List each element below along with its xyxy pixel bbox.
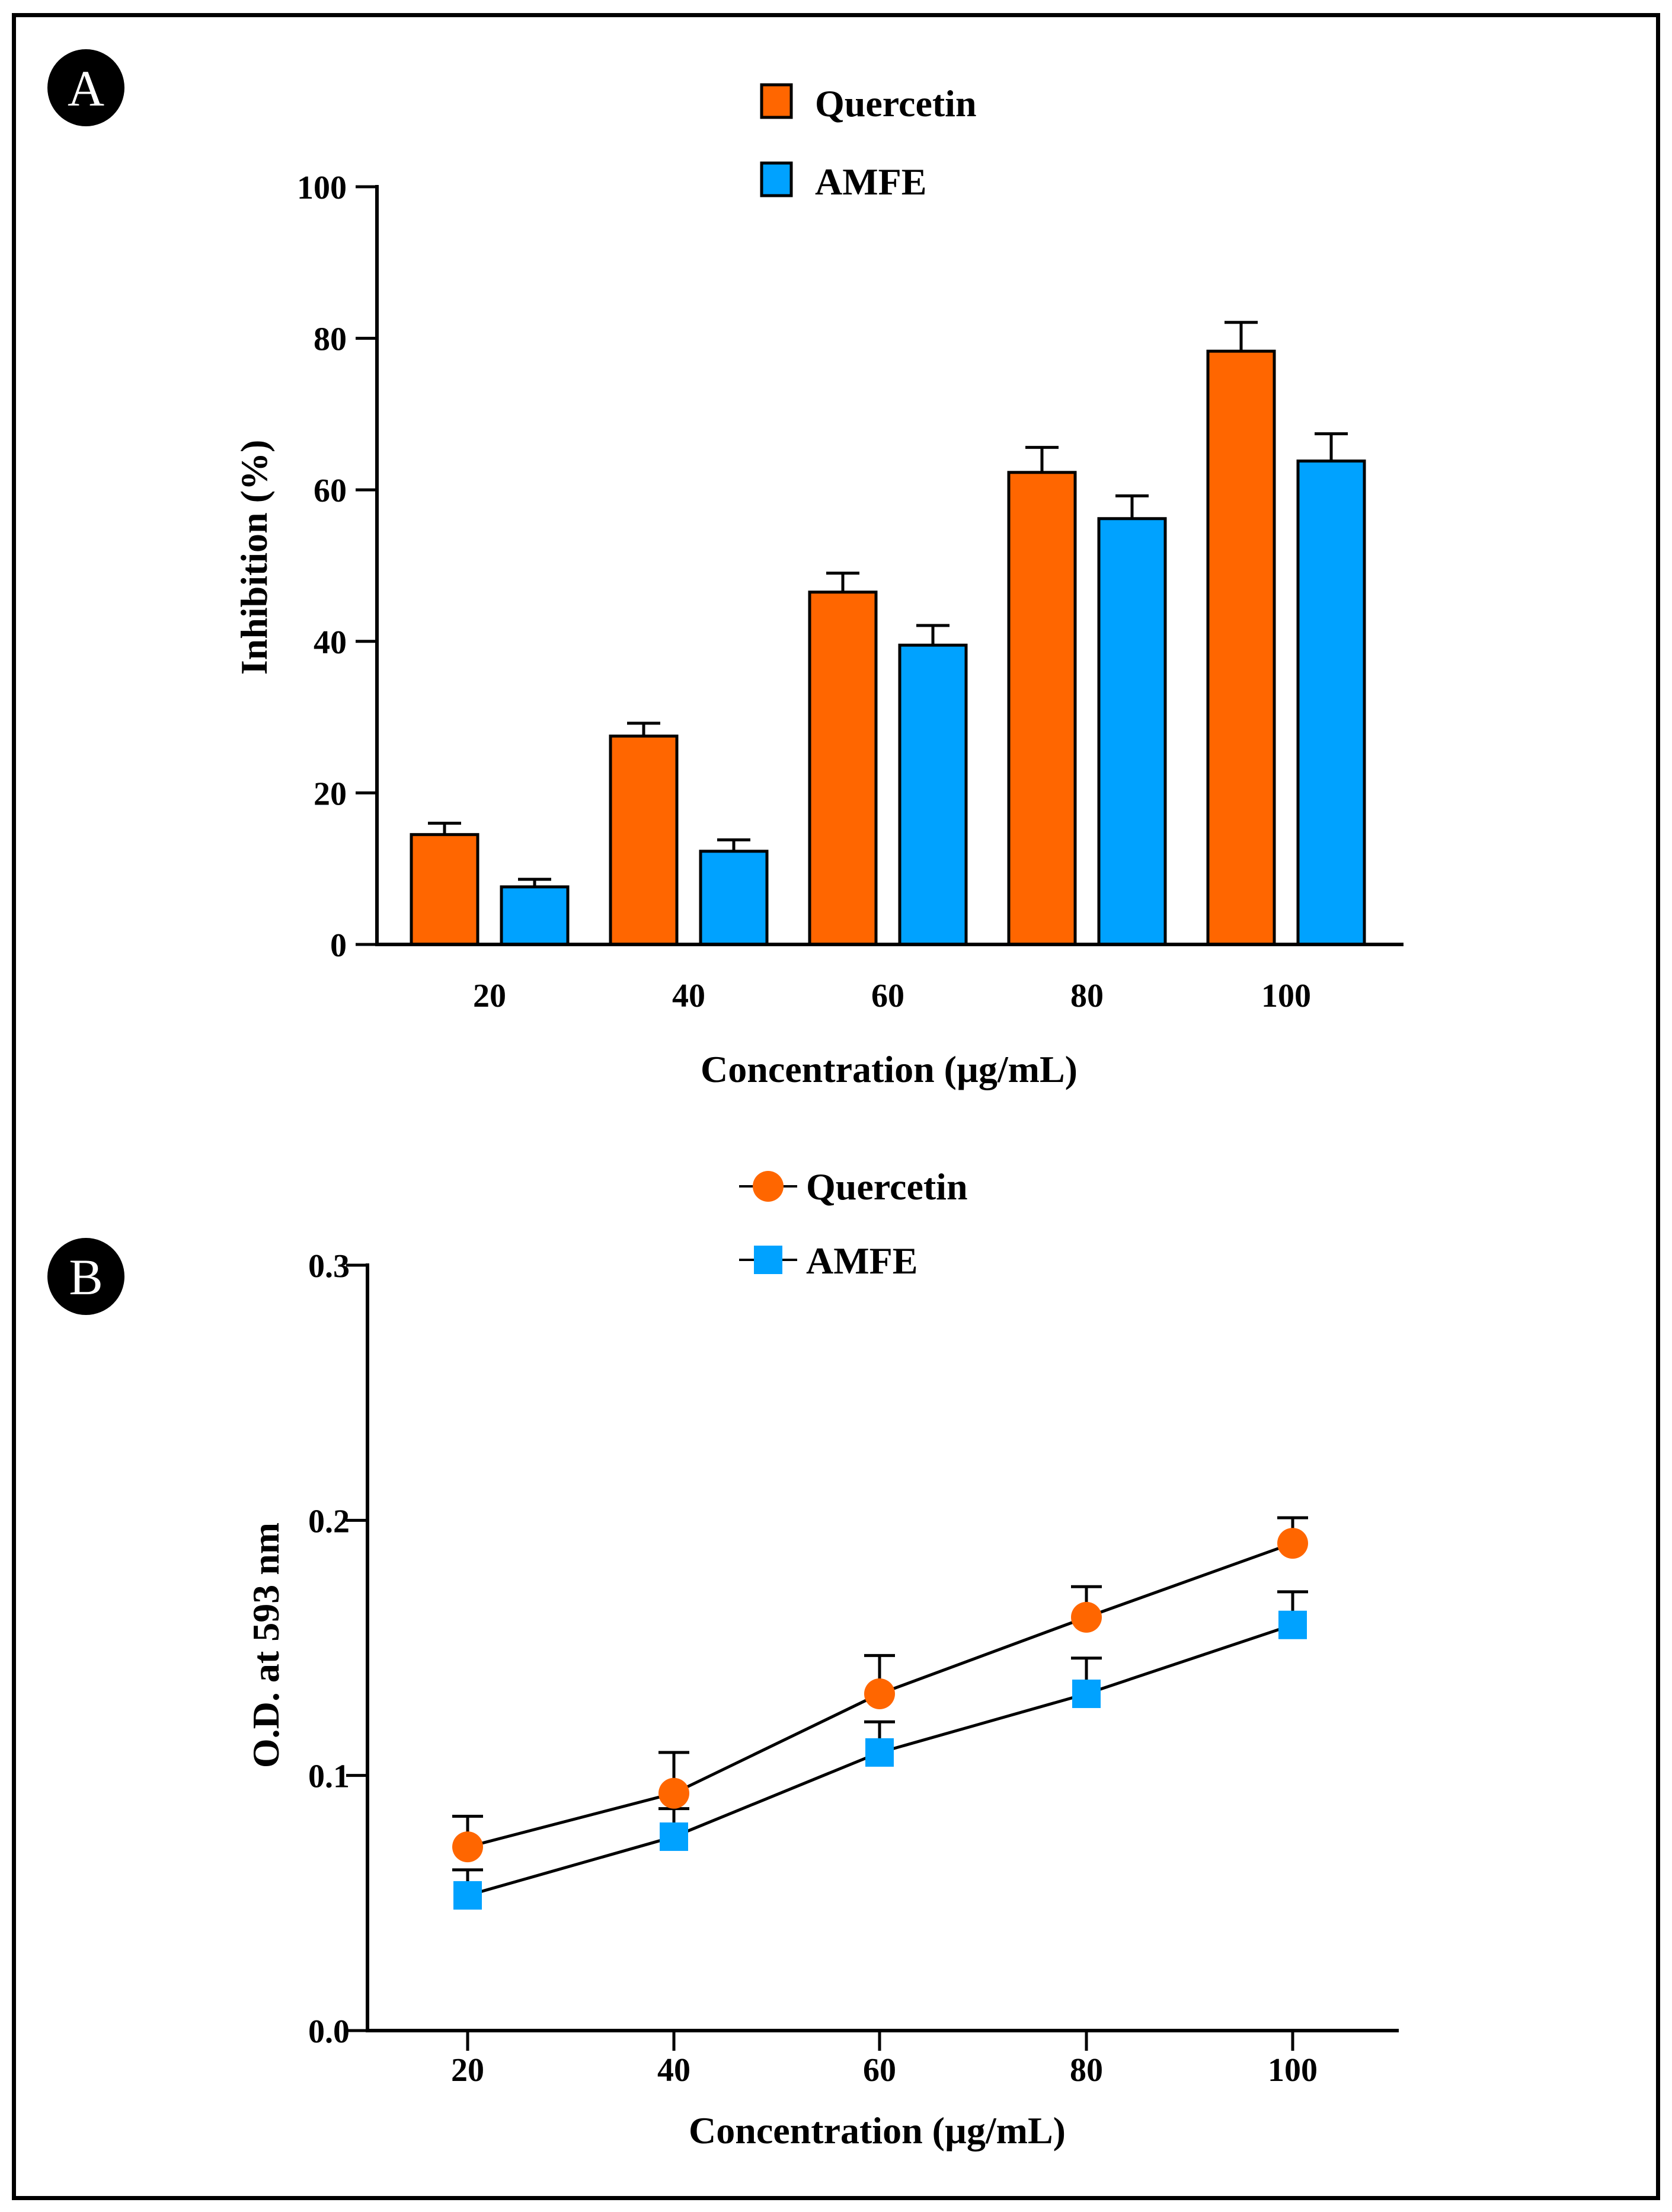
- y-tick-label-a: 40: [314, 624, 347, 661]
- x-axis-b-title: Concentration (µg/mL): [689, 2109, 1066, 2152]
- bar-amfe-100: [1296, 459, 1366, 946]
- x-axis-a-title: Concentration (µg/mL): [701, 1048, 1078, 1090]
- legend-b-amfe-label: AMFE: [806, 1240, 917, 1282]
- panel-b-label: B: [69, 1249, 103, 1306]
- x-ticks-a: 20 40 60 80 100: [473, 978, 1311, 1014]
- point-quercetin-40: [658, 1777, 689, 1809]
- point-quercetin-100: [1277, 1528, 1308, 1559]
- panel-b: B Quercetin AMFE 0.0 0.1 0.2 0.3 20 40 60 80 10…: [47, 1166, 1399, 2152]
- legend-a-quercetin-label: Quercetin: [815, 82, 977, 125]
- x-ticks-b: 20 40 60 80 100: [451, 2031, 1318, 2089]
- point-amfe-100: [1278, 1610, 1307, 1639]
- bar-amfe-40: [699, 850, 769, 946]
- point-amfe-40: [660, 1822, 688, 1851]
- y-tick-label-a: 0: [330, 927, 347, 964]
- legend-b-quercetin-label: Quercetin: [806, 1166, 968, 1208]
- bars-a: [410, 321, 1366, 946]
- legend-b-amfe-marker: [754, 1246, 782, 1274]
- legend-a-quercetin-swatch: [760, 83, 793, 119]
- panel-b-badge: [47, 1238, 124, 1315]
- y-tick-label-b: 0.1: [308, 1758, 350, 1795]
- y-tick-label-a: 80: [314, 321, 347, 358]
- legend-b-quercetin-marker: [753, 1171, 784, 1202]
- x-tick-label-a: 80: [1070, 978, 1104, 1014]
- bar-quercetin-80: [1007, 471, 1077, 946]
- panel-a-badge: [47, 49, 124, 126]
- lines-b: [452, 1516, 1308, 1910]
- y-tick-label-a: 60: [314, 473, 347, 509]
- x-tick-label-b: 20: [451, 2052, 484, 2089]
- y-tick-label-b: 0.3: [308, 1248, 350, 1285]
- x-tick-label-b: 100: [1268, 2052, 1318, 2089]
- bar-amfe-60: [898, 643, 968, 946]
- y-tick-label-b: 0.2: [308, 1503, 350, 1540]
- panel-a-label: A: [68, 60, 104, 117]
- x-tick-label-a: 100: [1261, 978, 1311, 1014]
- x-tick-label-b: 60: [863, 2052, 896, 2089]
- point-quercetin-20: [452, 1831, 483, 1863]
- point-amfe-60: [865, 1738, 894, 1767]
- bar-quercetin-20: [410, 833, 479, 946]
- point-quercetin-80: [1071, 1601, 1102, 1633]
- point-amfe-80: [1072, 1679, 1101, 1708]
- y-tick-label-a: 20: [314, 775, 347, 812]
- x-tick-label-a: 60: [871, 978, 904, 1014]
- point-amfe-20: [453, 1881, 482, 1910]
- panel-a: A Quercetin AMFE 0 20 40 60 80 100 20 40 60 80 10…: [47, 49, 1404, 1090]
- y-tick-label-a: 100: [297, 170, 347, 206]
- point-quercetin-60: [864, 1678, 895, 1709]
- x-tick-label-b: 40: [657, 2052, 690, 2089]
- legend-a-amfe-swatch: [760, 161, 793, 197]
- legend-a-amfe-label: AMFE: [815, 161, 926, 203]
- y-axis-a-title: Inhibition (%): [233, 440, 275, 675]
- bar-quercetin-100: [1206, 349, 1276, 946]
- y-ticks-b: 0.0 0.1 0.2 0.3: [308, 1248, 367, 2050]
- bar-amfe-80: [1097, 517, 1167, 946]
- x-tick-label-b: 80: [1070, 2052, 1103, 2089]
- bar-quercetin-40: [609, 735, 679, 946]
- x-tick-label-a: 20: [473, 978, 506, 1014]
- bar-amfe-20: [500, 885, 570, 946]
- y-ticks-a: 0 20 40 60 80 100: [297, 170, 377, 964]
- bar-quercetin-60: [808, 590, 878, 946]
- x-tick-label-a: 40: [672, 978, 705, 1014]
- y-axis-b-title: O.D. at 593 nm: [245, 1522, 287, 1768]
- y-tick-label-b: 0.0: [308, 2013, 350, 2050]
- figure-frame: [12, 13, 1660, 2200]
